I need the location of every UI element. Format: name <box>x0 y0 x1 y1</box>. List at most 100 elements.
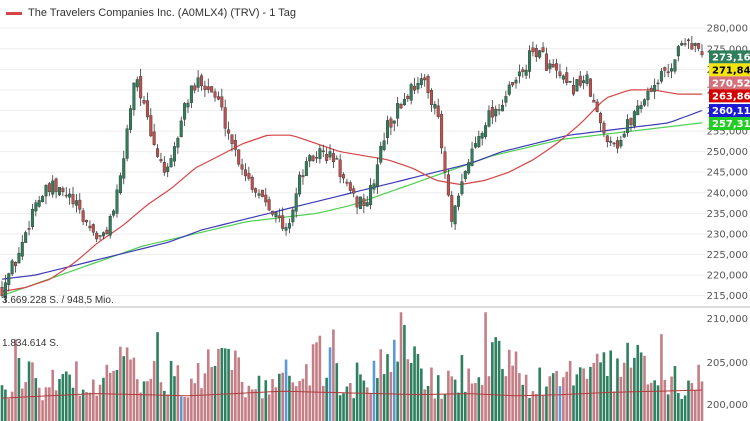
candle-body <box>389 118 393 128</box>
candle-body <box>578 75 582 86</box>
candle-body <box>325 153 329 161</box>
volume-bar <box>633 357 636 421</box>
ma-short-layer <box>1 89 702 293</box>
candle-body <box>511 82 515 86</box>
volume-bar <box>653 380 656 421</box>
candle-body <box>105 229 109 235</box>
volume-bar <box>108 372 112 421</box>
volume-bar <box>37 387 41 421</box>
candle-body <box>243 169 247 177</box>
candle-body <box>605 135 609 143</box>
candle-body <box>183 103 187 120</box>
candle-body <box>484 125 488 137</box>
volume-bar <box>460 355 464 421</box>
candle-body <box>622 133 626 138</box>
volume-bar <box>656 385 660 421</box>
volume-bar <box>379 349 383 421</box>
candle-body <box>68 193 72 198</box>
volume-bar <box>176 365 180 421</box>
candle-body <box>213 91 217 98</box>
candle-body <box>626 119 630 133</box>
candle-body <box>700 51 704 56</box>
volume-tick-label: 205,000 <box>707 358 748 369</box>
volume-bar <box>484 312 487 421</box>
volume-bar <box>95 395 98 421</box>
legend-line-icon <box>6 11 22 15</box>
volume-bar <box>423 389 427 421</box>
volume-bar <box>78 395 82 421</box>
candle-body <box>172 146 176 162</box>
candle-body <box>51 180 55 195</box>
candle-body <box>561 75 565 80</box>
candle-body <box>382 140 386 150</box>
volume-bar <box>321 385 325 421</box>
price-badge-bg <box>709 76 750 90</box>
volume-bar <box>355 362 359 421</box>
volume-bar <box>511 365 514 421</box>
candle-body <box>311 155 315 161</box>
candle-body <box>47 183 51 192</box>
candle-body <box>342 174 346 179</box>
candle-body <box>541 47 545 52</box>
volume-bar <box>135 379 139 421</box>
volume-bar <box>480 385 484 421</box>
volume-bar <box>575 374 579 421</box>
candle-body <box>3 282 7 299</box>
volume-bar <box>61 374 65 421</box>
candle-body <box>260 189 264 197</box>
volume-bar <box>392 339 396 421</box>
candle-body <box>30 208 34 228</box>
candle-body <box>666 71 670 74</box>
candle-body <box>433 104 437 109</box>
volume-bar <box>315 342 318 421</box>
candle-body <box>585 74 589 84</box>
chart-legend[interactable]: The Travelers Companies Inc. (A0MLX4) (T… <box>6 7 296 19</box>
volume-bar <box>660 334 663 421</box>
candle-body <box>372 183 376 190</box>
candle-body <box>683 43 687 45</box>
volume-bar <box>534 393 538 421</box>
candle-body <box>176 137 180 148</box>
price-tick-label: 250,000 <box>707 147 748 158</box>
volume-bar <box>433 398 437 421</box>
candle-body <box>257 193 261 196</box>
volume-bar <box>203 373 207 421</box>
volume-bar <box>183 396 186 421</box>
volume-bar <box>369 393 372 421</box>
candle-body <box>531 47 535 53</box>
volume-bar <box>301 378 305 421</box>
volume-bar <box>186 397 190 421</box>
volume-bar <box>447 370 450 421</box>
candle-body <box>602 122 606 134</box>
candle-body <box>321 150 325 153</box>
ma-mid-line <box>1 109 703 280</box>
candle-body <box>166 166 170 173</box>
candle-body <box>528 50 532 72</box>
candle-body <box>575 79 579 92</box>
candle-body <box>453 205 457 225</box>
volume-bar <box>217 348 220 421</box>
volume-bar <box>450 376 454 421</box>
price-tick-label: 280,000 <box>707 24 748 35</box>
price-badge-bg <box>709 117 750 131</box>
volume-bar <box>122 356 126 421</box>
volume-bar <box>85 391 88 421</box>
volume-bar <box>298 380 301 421</box>
candle-body <box>27 228 31 230</box>
candle-body <box>338 159 342 177</box>
candle-body <box>0 287 4 296</box>
candle-body <box>331 153 335 162</box>
candle-body <box>609 140 613 143</box>
candle-body <box>494 108 498 117</box>
volume-bar <box>626 342 629 421</box>
candle-body <box>291 209 295 223</box>
candle-body <box>71 194 75 205</box>
candle-body <box>548 63 552 70</box>
candle-body <box>517 71 521 77</box>
volume-bar <box>700 381 704 421</box>
candle-body <box>673 59 677 72</box>
candle-body <box>653 84 657 92</box>
volume-bar <box>20 388 24 421</box>
volume-bar <box>453 379 457 421</box>
